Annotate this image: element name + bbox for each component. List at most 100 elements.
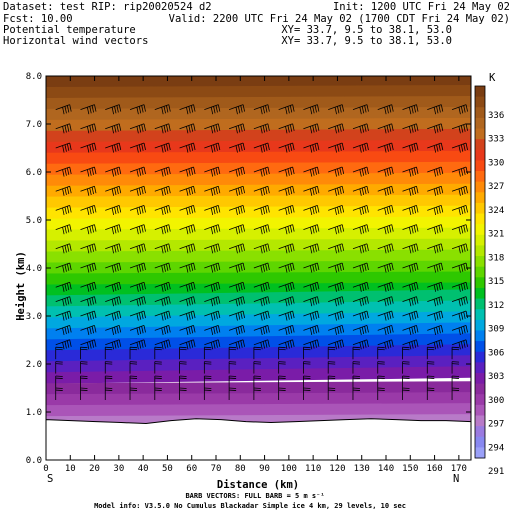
wind-barb (352, 185, 369, 196)
barb-flag (287, 283, 290, 291)
barb-flag (168, 186, 171, 194)
barb-flag (62, 126, 65, 134)
barb-flag (337, 298, 340, 306)
wind-barb (55, 361, 63, 374)
barb-flag (262, 264, 266, 272)
barb-flag (314, 167, 317, 175)
barb-flag (161, 107, 164, 115)
barb-flag (341, 310, 345, 319)
barb-flag (91, 244, 94, 252)
barb-flag (89, 312, 92, 320)
barb-flag (289, 186, 293, 195)
barb-flag (163, 144, 166, 152)
wind-barb (451, 224, 468, 235)
barb-flag (86, 207, 90, 216)
barb-flag (309, 227, 313, 235)
barb-flag (143, 205, 146, 213)
forecast-hour-label: Fcst: 10.00 (3, 13, 73, 25)
wind-barb (352, 123, 369, 134)
barb-flag (114, 187, 117, 195)
barb-shaft (105, 104, 120, 110)
wind-barb (105, 224, 122, 235)
field1-xy: XY= 33.7, 9.5 to 38.1, 53.0 (281, 24, 452, 36)
barb-flag (278, 387, 286, 389)
barb-flag (386, 327, 389, 335)
barb-shaft (253, 243, 269, 250)
barb-flag (166, 340, 169, 348)
barb-flag (215, 124, 218, 132)
wind-barb (80, 166, 97, 177)
barb-flag (130, 387, 138, 389)
wind-barb (80, 339, 97, 350)
barb-flag (204, 348, 212, 351)
wind-barb (303, 346, 311, 360)
barb-flag (69, 296, 72, 304)
barb-legend: BARB VECTORS: FULL BARB = 5 m s⁻¹ (185, 492, 324, 500)
barb-flag (89, 207, 92, 215)
wind-barb (228, 166, 246, 177)
barb-flag (262, 341, 266, 349)
barb-flag (105, 363, 113, 365)
barb-flag (465, 205, 468, 213)
wind-barb (328, 325, 345, 336)
wind-barb (451, 387, 460, 400)
barb-flag (91, 311, 94, 319)
wind-barb (154, 185, 171, 196)
barb-flag (328, 387, 336, 389)
barb-flag (253, 348, 261, 351)
barb-flag (440, 104, 444, 112)
barb-shaft (105, 205, 120, 211)
barb-flag (364, 340, 367, 348)
barb-flag (66, 186, 70, 195)
wind-barb (253, 262, 270, 273)
barb-flag (86, 313, 90, 321)
barb-flag (289, 340, 293, 348)
barb-flag (89, 341, 92, 349)
barb-shaft (253, 281, 269, 288)
barb-shaft (328, 296, 343, 302)
barb-flag (337, 207, 340, 215)
barb-shaft (377, 243, 392, 250)
barb-flag (143, 123, 146, 131)
barb-shaft (427, 166, 442, 173)
barb-flag (377, 346, 385, 349)
barb-flag (193, 296, 196, 304)
barb-flag (190, 124, 194, 132)
x-tick-label: 30 (113, 464, 124, 474)
barb-flag (64, 226, 67, 234)
barb-flag (309, 299, 313, 307)
wind-barb (328, 185, 345, 196)
barb-flag (317, 166, 320, 175)
barb-flag (86, 227, 90, 235)
colorbar-label: 330 (488, 158, 504, 168)
barb-flag (179, 361, 187, 363)
barb-flag (388, 124, 392, 132)
wind-barb (278, 375, 286, 388)
barb-flag (86, 299, 90, 307)
barb-flag (141, 124, 144, 132)
barb-flag (391, 310, 394, 319)
barb-flag (166, 143, 169, 151)
barb-flag (438, 225, 441, 233)
barb-shaft (352, 123, 368, 130)
barb-flag (285, 145, 288, 153)
barb-flag (463, 124, 466, 132)
barb-flag (411, 264, 414, 272)
barb-flag (229, 346, 237, 349)
barb-flag (416, 186, 419, 194)
barb-flag (168, 142, 171, 151)
barb-flag (391, 186, 394, 194)
colorbar-swatch (475, 86, 485, 98)
theta-band (46, 311, 471, 329)
barb-flag (69, 310, 72, 319)
barb-flag (265, 311, 268, 319)
barb-shaft (253, 310, 269, 317)
barb-flag (361, 168, 365, 176)
barb-flag (213, 106, 216, 114)
barb-flag (154, 348, 162, 351)
x-tick-label: 90 (259, 464, 270, 474)
barb-flag (388, 282, 392, 291)
barb-flag (438, 340, 441, 348)
wind-barb (427, 185, 444, 196)
wind-barb (129, 262, 146, 273)
